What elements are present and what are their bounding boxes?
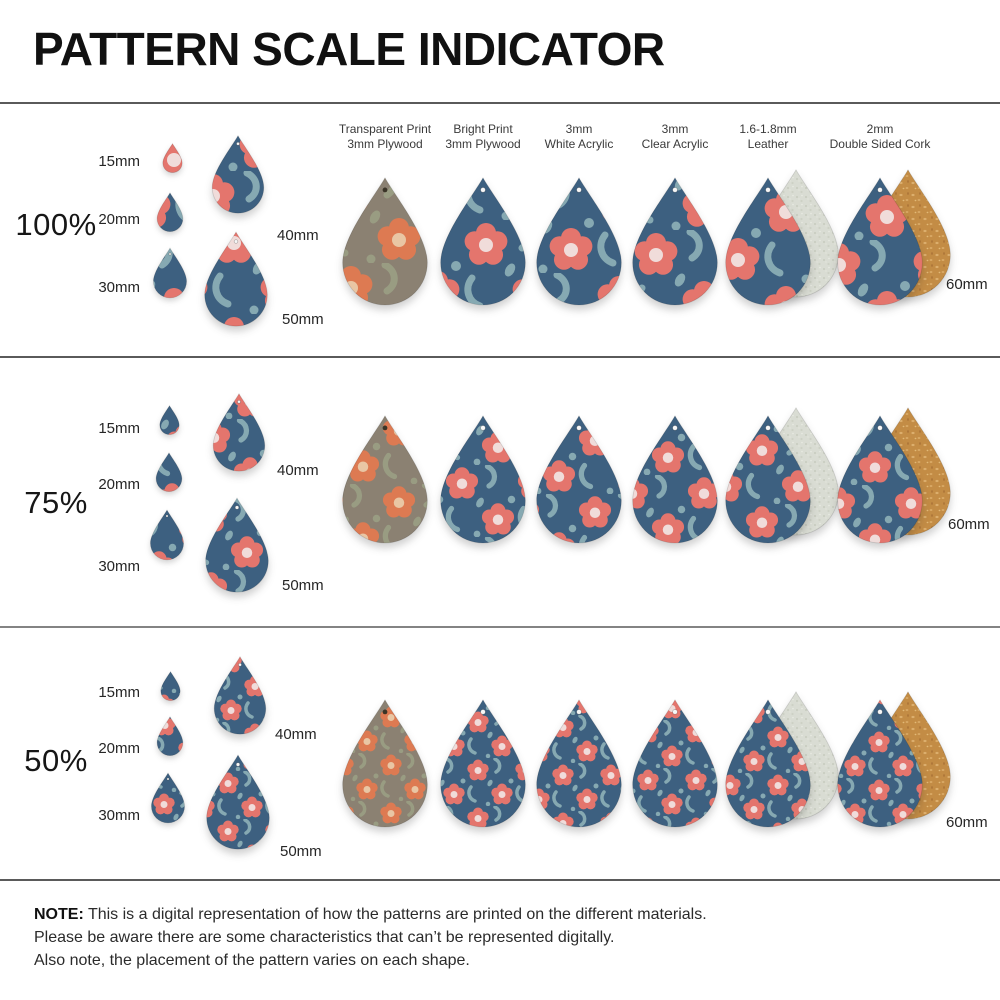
material-header-5: 1.6-1.8mm Leather bbox=[688, 122, 848, 152]
teardrop-40mm bbox=[212, 392, 266, 472]
teardrop-30mm bbox=[151, 772, 185, 824]
size-label-60mm: 60mm bbox=[946, 276, 988, 293]
material-header-line1: 1.6-1.8mm bbox=[739, 122, 797, 136]
material-teardrop-clear-acrylic bbox=[632, 699, 718, 828]
teardrop-20mm bbox=[155, 452, 183, 492]
material-teardrop-3mm-plywood bbox=[440, 415, 526, 544]
material-header-line2: Leather bbox=[747, 137, 789, 151]
material-teardrop-double-sided-cork bbox=[837, 415, 923, 544]
material-header-line2: 3mm Plywood bbox=[347, 137, 423, 151]
note: NOTE: This is a digital representation o… bbox=[34, 903, 707, 972]
section-divider bbox=[0, 626, 1000, 628]
teardrop-50mm bbox=[204, 231, 268, 327]
teardrop-30mm bbox=[153, 247, 187, 299]
material-header-line1: 3mm bbox=[565, 122, 593, 136]
size-label-40mm: 40mm bbox=[277, 227, 319, 244]
material-teardrop-leather bbox=[725, 177, 811, 306]
size-label-40mm: 40mm bbox=[277, 462, 319, 479]
material-teardrop-double-sided-cork bbox=[837, 177, 923, 306]
teardrop-40mm bbox=[211, 134, 265, 214]
material-header-line2: White Acrylic bbox=[544, 137, 614, 151]
size-label-30mm: 30mm bbox=[98, 279, 140, 296]
section-divider bbox=[0, 879, 1000, 881]
material-header-line1: 2mm bbox=[866, 122, 894, 136]
teardrop-15mm bbox=[162, 143, 183, 173]
scale-label-50: 50% bbox=[24, 743, 88, 778]
page-title: PATTERN SCALE INDICATOR bbox=[33, 23, 665, 75]
teardrop-40mm bbox=[213, 655, 267, 735]
teardrop-20mm bbox=[156, 192, 184, 232]
material-header-line2: 3mm Plywood bbox=[445, 137, 521, 151]
teardrop-15mm bbox=[159, 405, 180, 435]
material-header-2: Bright Print 3mm Plywood bbox=[403, 122, 563, 152]
material-teardrop-double-sided-cork bbox=[837, 699, 923, 828]
material-header-1: Transparent Print 3mm Plywood bbox=[305, 122, 465, 152]
material-teardrop-white-acrylic bbox=[536, 699, 622, 828]
teardrop-30mm bbox=[150, 509, 184, 561]
size-label-40mm: 40mm bbox=[275, 726, 317, 743]
material-teardrop-leather bbox=[725, 699, 811, 828]
size-label-15mm: 15mm bbox=[98, 153, 140, 170]
material-header-line2: Clear Acrylic bbox=[641, 137, 709, 151]
material-header-line2: Double Sided Cork bbox=[829, 137, 931, 151]
material-teardrop-clear-acrylic bbox=[632, 415, 718, 544]
material-header-4: 3mm Clear Acrylic bbox=[595, 122, 755, 152]
size-label-50mm: 50mm bbox=[280, 843, 322, 860]
teardrop-50mm bbox=[206, 754, 270, 850]
scale-label-75: 75% bbox=[24, 485, 88, 520]
material-teardrop-3mm-plywood bbox=[342, 177, 428, 306]
teardrop-50mm bbox=[205, 497, 269, 593]
material-teardrop-3mm-plywood bbox=[342, 699, 428, 828]
teardrop-20mm bbox=[156, 716, 184, 756]
material-teardrop-3mm-plywood bbox=[440, 699, 526, 828]
size-label-20mm: 20mm bbox=[98, 211, 140, 228]
material-header-line1: 3mm bbox=[661, 122, 689, 136]
note-line-3: Also note, the placement of the pattern … bbox=[34, 952, 470, 969]
size-label-30mm: 30mm bbox=[98, 807, 140, 824]
note-line-2: Please be aware there are some character… bbox=[34, 929, 615, 946]
section-divider bbox=[0, 102, 1000, 104]
size-label-20mm: 20mm bbox=[98, 740, 140, 757]
material-teardrop-white-acrylic bbox=[536, 415, 622, 544]
material-header-line1: Transparent Print bbox=[338, 122, 432, 136]
size-label-50mm: 50mm bbox=[282, 311, 324, 328]
teardrop-15mm bbox=[160, 671, 181, 701]
size-label-30mm: 30mm bbox=[98, 558, 140, 575]
material-header-6: 2mm Double Sided Cork bbox=[800, 122, 960, 152]
material-teardrop-3mm-plywood bbox=[342, 415, 428, 544]
size-label-60mm: 60mm bbox=[946, 814, 988, 831]
size-label-15mm: 15mm bbox=[98, 684, 140, 701]
size-label-60mm: 60mm bbox=[948, 516, 990, 533]
note-label: NOTE: bbox=[34, 906, 84, 923]
material-teardrop-3mm-plywood bbox=[440, 177, 526, 306]
size-label-15mm: 15mm bbox=[98, 420, 140, 437]
size-label-20mm: 20mm bbox=[98, 476, 140, 493]
material-teardrop-white-acrylic bbox=[536, 177, 622, 306]
size-label-50mm: 50mm bbox=[282, 577, 324, 594]
note-line-1: NOTE: This is a digital representation o… bbox=[34, 906, 707, 923]
material-header-3: 3mm White Acrylic bbox=[499, 122, 659, 152]
material-teardrop-leather bbox=[725, 415, 811, 544]
section-divider bbox=[0, 356, 1000, 358]
material-teardrop-clear-acrylic bbox=[632, 177, 718, 306]
scale-label-100: 100% bbox=[15, 207, 97, 242]
material-header-line1: Bright Print bbox=[453, 122, 513, 136]
